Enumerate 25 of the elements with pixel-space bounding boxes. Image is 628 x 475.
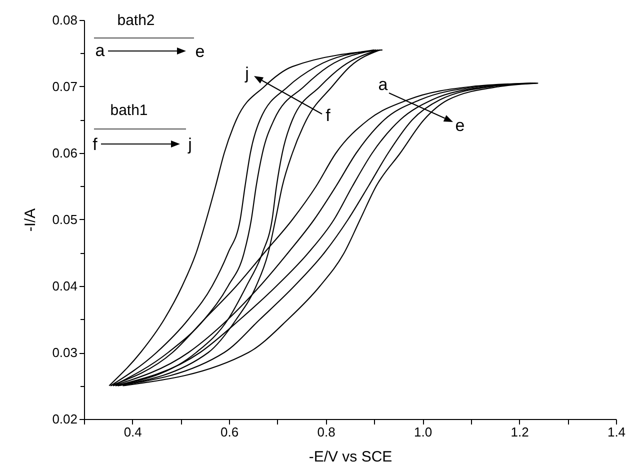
x-tick-label: 1.0 [414, 424, 432, 440]
annotation: bath1 [110, 102, 148, 119]
x-tick-label: 0.8 [317, 424, 336, 440]
y-axis-title: -I/A [22, 208, 40, 232]
y-tick-label: 0.03 [52, 345, 78, 360]
x-tick-label: 0.6 [220, 424, 239, 440]
annotation: a [95, 41, 106, 60]
x-tick-label: 1.4 [607, 424, 626, 440]
annotation: a [378, 75, 388, 94]
annotation: j [244, 64, 249, 83]
x-tick-label: 1.2 [510, 424, 529, 440]
annotation: f [326, 106, 331, 125]
annotation: e [455, 116, 465, 135]
x-axis-title: -E/V vs SCE [308, 448, 392, 466]
y-tick-label: 0.04 [52, 278, 78, 294]
annotation: j [187, 135, 192, 154]
annotation: bath2 [117, 12, 155, 29]
annotation: e [195, 42, 205, 61]
y-tick-label: 0.08 [52, 12, 78, 28]
y-tick-label: 0.05 [52, 212, 78, 227]
y-tick-label: 0.02 [52, 412, 78, 426]
x-tick-label: 0.4 [124, 424, 142, 440]
y-tick-label: 0.07 [52, 79, 78, 94]
annotation: f [92, 135, 98, 154]
y-tick-label: 0.06 [52, 146, 78, 160]
